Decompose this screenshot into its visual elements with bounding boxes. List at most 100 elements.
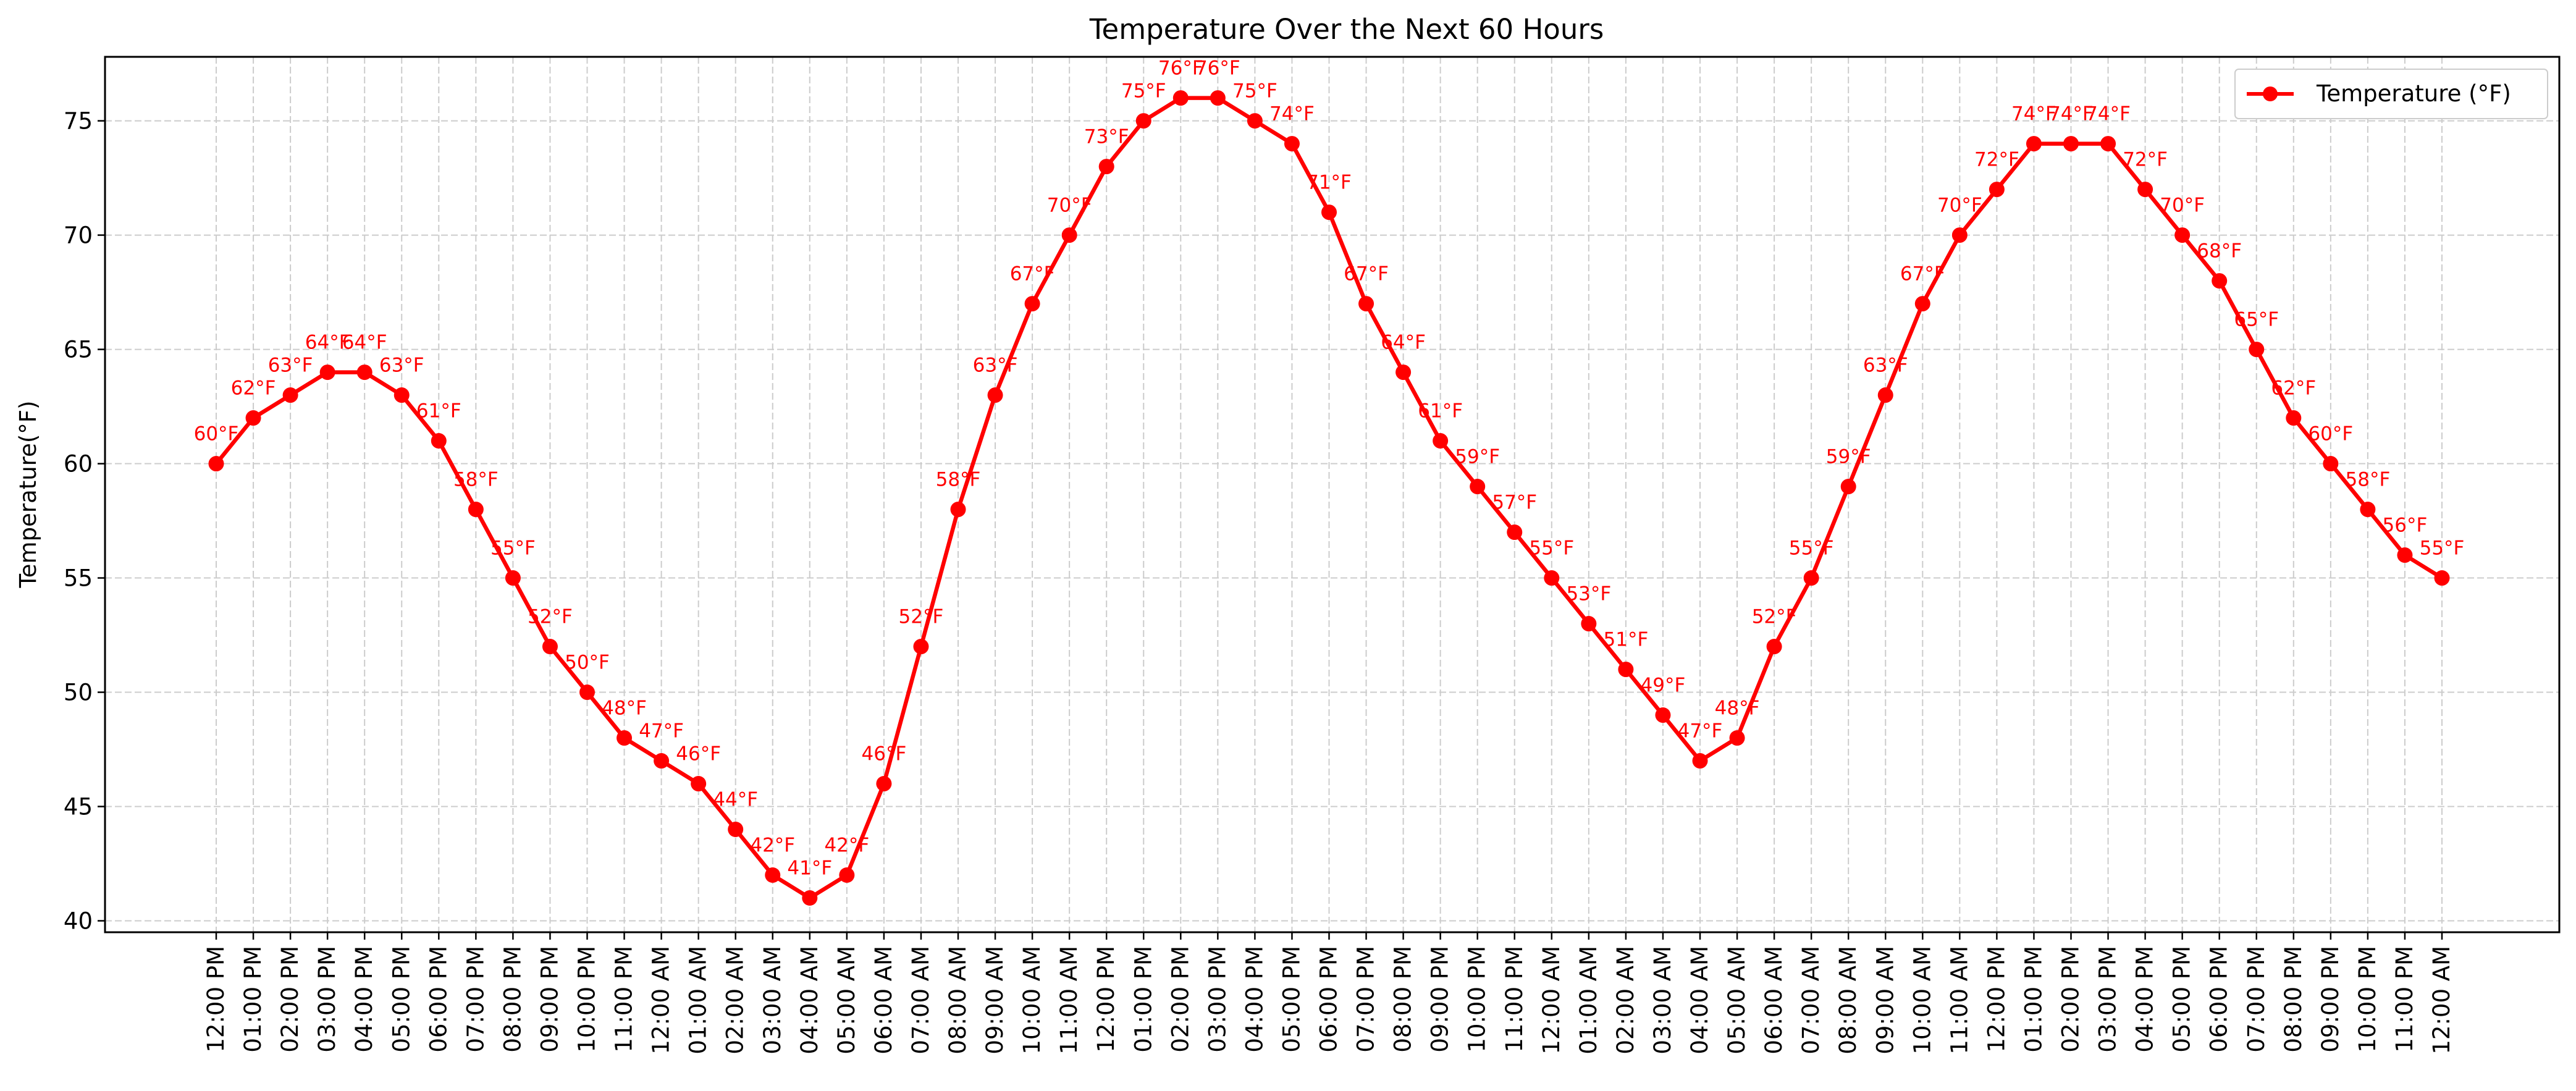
data-point xyxy=(356,364,373,381)
data-point xyxy=(2249,342,2265,358)
y-tick-label: 50 xyxy=(64,680,93,706)
data-point xyxy=(1321,204,1337,221)
x-tick-label: 10:00 AM xyxy=(1909,946,1935,1055)
x-tick-label: 07:00 PM xyxy=(2243,946,2270,1053)
data-label: 63°F xyxy=(973,355,1018,377)
data-label: 60°F xyxy=(194,423,239,445)
data-point xyxy=(987,387,1003,403)
x-tick-label: 01:00 AM xyxy=(685,946,712,1055)
data-point xyxy=(2026,136,2042,152)
legend: Temperature (°F) xyxy=(2234,69,2548,119)
data-label: 58°F xyxy=(2346,469,2391,491)
data-point xyxy=(2063,136,2079,152)
x-tick-label: 12:00 PM xyxy=(203,946,229,1053)
x-tick-label: 05:00 AM xyxy=(1724,946,1750,1055)
data-point xyxy=(728,822,744,838)
x-tick-label: 02:00 PM xyxy=(277,946,303,1053)
data-label: 42°F xyxy=(824,835,869,857)
data-label: 74°F xyxy=(1269,103,1315,125)
x-tick-label: 02:00 PM xyxy=(2058,946,2084,1053)
data-label: 76°F xyxy=(1158,57,1203,80)
x-tick-label: 06:00 AM xyxy=(870,946,897,1055)
data-label: 52°F xyxy=(899,606,944,628)
y-tick-label: 40 xyxy=(64,908,93,935)
x-tick-label: 04:00 AM xyxy=(796,946,823,1055)
data-point xyxy=(950,502,966,518)
data-label: 57°F xyxy=(1492,492,1537,514)
x-tick-label: 09:00 PM xyxy=(2317,946,2344,1053)
data-label: 73°F xyxy=(1084,126,1129,148)
data-point xyxy=(505,570,521,586)
y-tick-label: 45 xyxy=(64,794,93,820)
data-point xyxy=(431,433,447,449)
data-label: 59°F xyxy=(1826,446,1871,468)
x-tick-label: 12:00 PM xyxy=(1983,946,2010,1053)
data-point xyxy=(802,890,818,906)
x-tick-label: 09:00 PM xyxy=(536,946,563,1053)
data-point xyxy=(319,364,335,381)
x-tick-label: 08:00 PM xyxy=(499,946,526,1053)
data-point xyxy=(1247,113,1263,129)
data-point xyxy=(2286,410,2302,426)
plot-frame xyxy=(104,56,2561,933)
data-point xyxy=(2212,273,2228,289)
data-label: 46°F xyxy=(676,743,721,765)
x-tick-label: 06:00 PM xyxy=(1316,946,1342,1053)
x-tick-label: 09:00 AM xyxy=(1872,946,1898,1055)
data-label: 64°F xyxy=(1381,332,1426,354)
data-label: 47°F xyxy=(639,720,684,743)
data-label: 55°F xyxy=(1789,537,1834,560)
x-tick-label: 09:00 AM xyxy=(982,946,1008,1055)
data-label: 74°F xyxy=(2011,103,2056,125)
x-tick-label: 04:00 AM xyxy=(1686,946,1713,1055)
data-label: 76°F xyxy=(1195,57,1240,80)
x-tick-label: 08:00 AM xyxy=(945,946,971,1055)
data-label: 68°F xyxy=(2197,240,2242,263)
data-point xyxy=(1284,136,1300,152)
legend-label: Temperature (°F) xyxy=(2316,80,2511,107)
x-tick-label: 02:00 AM xyxy=(1612,946,1639,1055)
x-tick-label: 11:00 PM xyxy=(1501,946,1528,1053)
data-point xyxy=(245,410,261,426)
data-label: 71°F xyxy=(1307,172,1352,194)
data-point xyxy=(1470,479,1486,495)
x-tick-label: 07:00 AM xyxy=(1798,946,1824,1055)
y-tick-label: 55 xyxy=(64,565,93,592)
data-point xyxy=(2360,502,2376,518)
data-label: 51°F xyxy=(1604,629,1649,651)
data-point xyxy=(1507,524,1523,541)
x-tick-label: 03:00 PM xyxy=(2095,946,2121,1053)
data-point xyxy=(1655,707,1671,723)
x-tick-label: 10:00 PM xyxy=(2354,946,2381,1053)
data-point xyxy=(1951,227,1968,243)
data-point xyxy=(1803,570,1819,586)
data-point xyxy=(1061,227,1077,243)
data-point xyxy=(2323,456,2339,472)
data-point xyxy=(1135,113,1151,129)
data-point xyxy=(617,730,633,746)
x-tick-label: 11:00 PM xyxy=(611,946,638,1053)
legend-marker xyxy=(2263,86,2278,101)
data-label: 75°F xyxy=(1121,80,1166,103)
x-tick-label: 02:00 PM xyxy=(1167,946,1193,1053)
x-tick-label: 04:00 PM xyxy=(351,946,377,1053)
data-point xyxy=(2174,227,2191,243)
data-point xyxy=(1989,182,2005,198)
data-label-layer: 60°F62°F63°F64°F64°F63°F61°F58°F55°F52°F… xyxy=(194,57,2465,880)
data-point xyxy=(2100,136,2116,152)
data-label: 70°F xyxy=(1047,195,1092,217)
data-label: 41°F xyxy=(787,857,832,880)
data-label: 50°F xyxy=(565,652,610,674)
data-point xyxy=(654,753,670,769)
data-point xyxy=(2137,182,2153,198)
x-tick-label: 06:00 PM xyxy=(425,946,452,1053)
x-tick-label: 03:00 AM xyxy=(1649,946,1676,1055)
x-tick-label: 01:00 PM xyxy=(240,946,266,1053)
x-tick-label: 09:00 PM xyxy=(1427,946,1454,1053)
data-point xyxy=(1581,616,1597,632)
y-tick-label: 70 xyxy=(64,222,93,249)
data-label: 74°F xyxy=(2048,103,2094,125)
data-point xyxy=(1544,570,1560,586)
